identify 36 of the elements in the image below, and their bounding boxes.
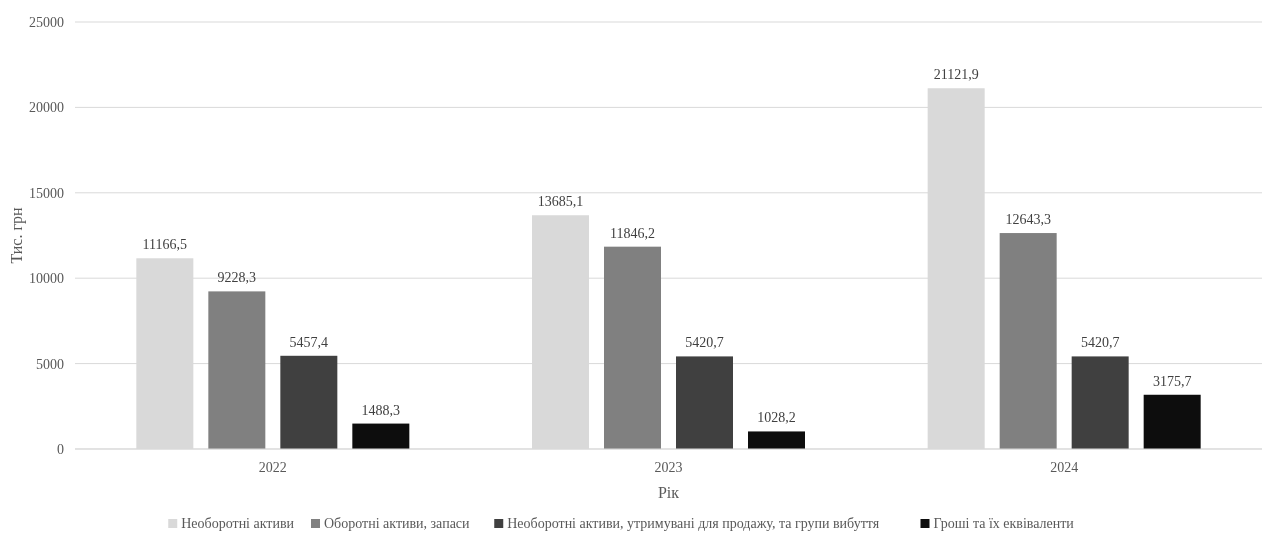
y-tick-label: 20000	[29, 100, 64, 116]
legend-label: Оборотні активи, запаси	[324, 516, 471, 531]
x-tick-label: 2022	[258, 460, 287, 475]
bar	[208, 291, 266, 449]
y-tick-label: 15000	[29, 185, 64, 201]
bar	[1071, 356, 1129, 449]
y-tick-label: 5000	[36, 356, 64, 372]
bar	[748, 431, 805, 449]
bar	[1143, 394, 1201, 449]
data-label: 9228,3	[217, 270, 257, 286]
x-tick-label: 2024	[1050, 460, 1079, 475]
bar	[676, 356, 733, 449]
data-label: 21121,9	[933, 67, 979, 83]
y-tick-label: 10000	[29, 271, 64, 287]
data-label: 5457,4	[289, 334, 329, 350]
data-label: 5420,7	[1080, 335, 1120, 351]
x-axis-title: Рік	[657, 484, 680, 501]
legend-label: Необоротні активи	[181, 516, 295, 531]
y-tick-label: 0	[57, 441, 64, 457]
legend-label: Необоротні активи, утримувані для продажу, та групи вибуття	[507, 516, 880, 531]
legend-label: Гроші та їх еквіваленти	[933, 516, 1075, 531]
x-tick-label: 2023	[654, 460, 683, 475]
data-label: 12643,3	[1005, 212, 1051, 228]
y-axis-title: Тис. грн	[8, 206, 26, 264]
data-label: 11166,5	[142, 237, 188, 253]
bar	[604, 246, 661, 449]
y-tick-label: 25000	[29, 14, 64, 30]
data-label: 11846,2	[610, 225, 655, 241]
data-label: 3175,7	[1152, 373, 1192, 389]
data-label: 1028,2	[757, 410, 796, 426]
bar	[280, 355, 338, 449]
data-label: 1488,3	[361, 402, 401, 418]
data-label: 5420,7	[685, 335, 724, 351]
bar	[352, 423, 410, 449]
bar	[999, 233, 1057, 449]
data-label: 13685,1	[537, 194, 584, 210]
